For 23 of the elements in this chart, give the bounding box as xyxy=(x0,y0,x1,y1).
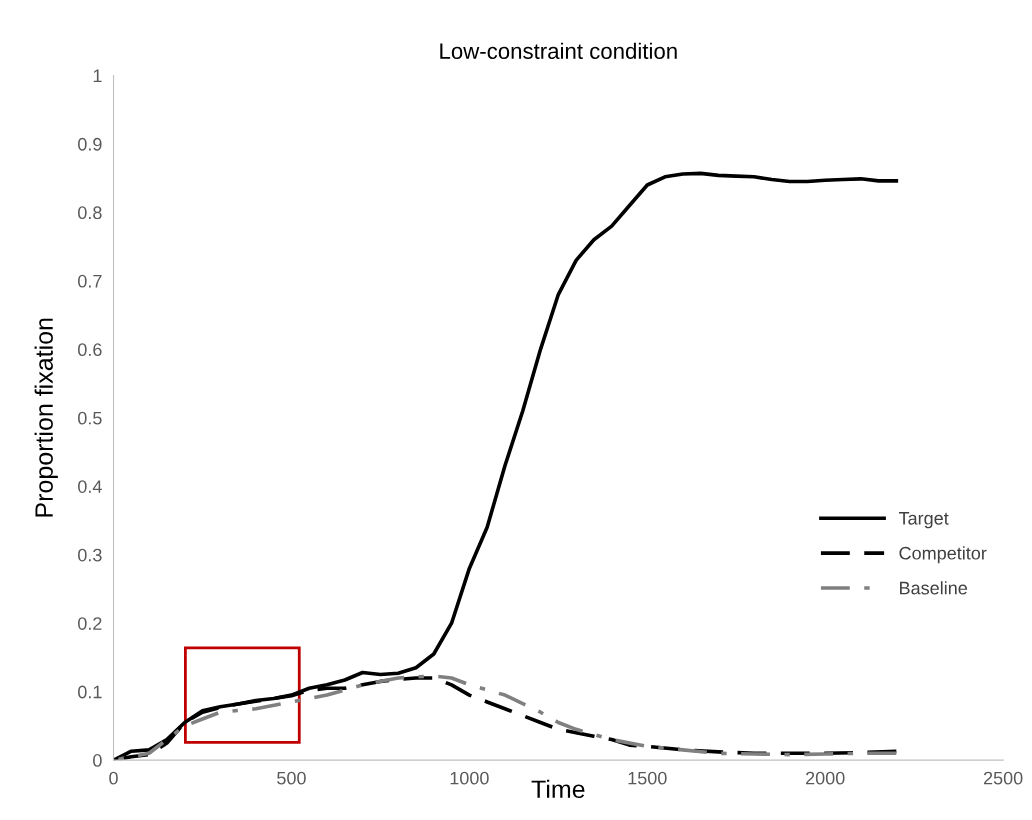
x-tick-label: 2500 xyxy=(983,771,1023,785)
x-tick-label: 1500 xyxy=(628,771,667,785)
y-tick-label: 1 xyxy=(93,69,102,82)
x-tick-label: 1000 xyxy=(450,771,489,785)
y-tick-label: 0.7 xyxy=(78,274,102,288)
chart-title: Low-constraint condition xyxy=(440,42,677,59)
y-tick-label: 0 xyxy=(93,754,102,767)
y-tick-label: 0.5 xyxy=(78,411,102,425)
x-tick-label: 0 xyxy=(109,771,118,785)
y-tick-label: 0.1 xyxy=(78,685,102,699)
y-tick-label: 0.6 xyxy=(78,343,102,357)
x-axis-title: Time xyxy=(531,779,585,799)
legend-label: Competitor xyxy=(899,546,987,564)
y-tick-label: 0.3 xyxy=(78,548,102,562)
y-tick-label: 0.4 xyxy=(78,480,102,493)
legend-label: Baseline xyxy=(900,581,968,595)
y-tick-label: 0.2 xyxy=(78,617,102,630)
y-tick-label: 0.9 xyxy=(78,137,102,151)
x-tick-label: 2000 xyxy=(806,771,845,785)
y-tick-label: 0.8 xyxy=(78,206,102,220)
y-axis-title: Proportion fixation xyxy=(34,318,58,517)
legend-label: Target xyxy=(898,512,949,529)
x-tick-label: 500 xyxy=(277,771,306,785)
